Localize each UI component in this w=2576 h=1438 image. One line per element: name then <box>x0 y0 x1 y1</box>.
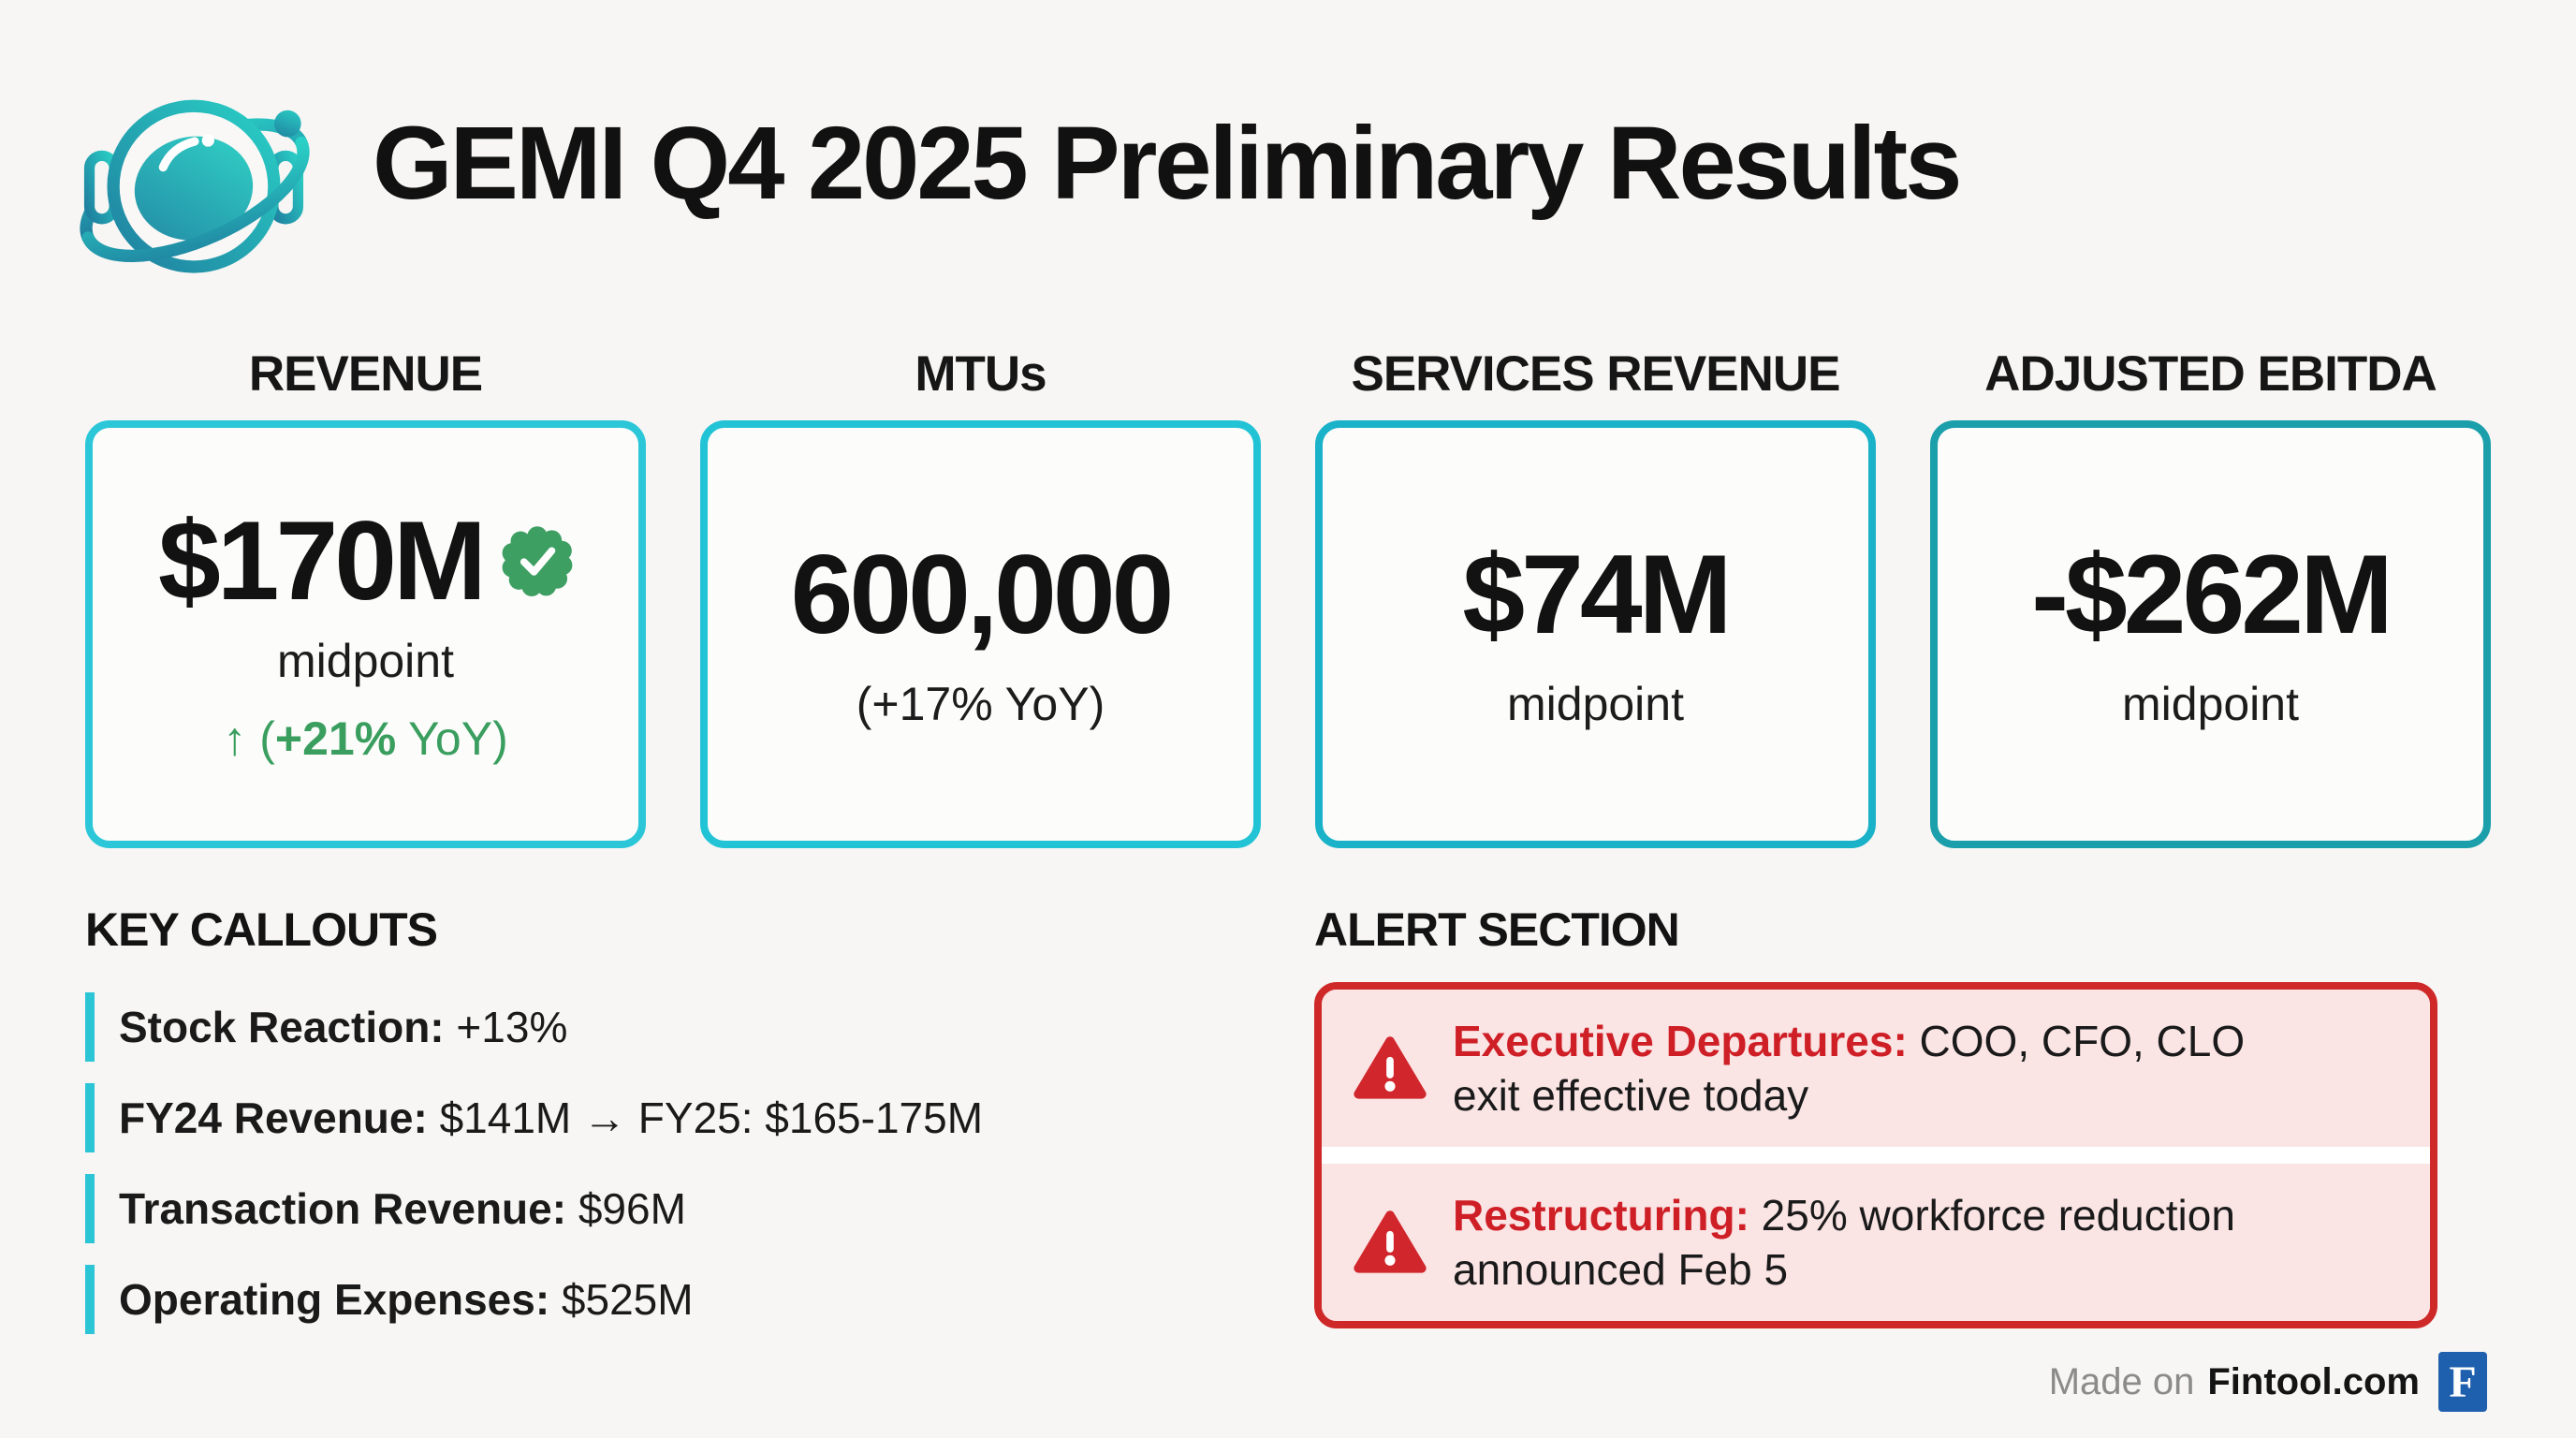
metric-value: $170M <box>158 497 487 624</box>
warning-triangle-icon <box>1354 1036 1427 1099</box>
callout-stock-reaction: Stock Reaction: +13% <box>85 992 1199 1062</box>
metric-label: SERVICES REVENUE <box>1351 346 1840 402</box>
callout-fy-revenue: FY24 Revenue: $141M → FY25: $165-175M <box>85 1083 1199 1152</box>
alert-title: Executive Departures: <box>1453 1017 1908 1065</box>
alert-divider <box>1322 1147 2430 1164</box>
callout-operating-expenses: Operating Expenses: $525M <box>85 1265 1199 1334</box>
metric-card-adjusted-ebitda: -$262M midpoint <box>1930 420 2491 848</box>
fintool-brand-link[interactable]: Fintool.com <box>2207 1360 2420 1402</box>
attribution-footer: Made on Fintool.com F <box>2049 1352 2487 1412</box>
metric-subtext: midpoint <box>277 634 454 687</box>
alert-body: COO, CFO, CLO exit effective today <box>1453 1017 2246 1120</box>
alert-restructuring: Restructuring: 25% workforce reduction a… <box>1322 1164 2430 1321</box>
alert-section: ALERT SECTION Executive Departures: COO,… <box>1314 904 2437 1328</box>
metric-card-mtus: 600,000 (+17% YoY) <box>700 420 1261 848</box>
verified-check-badge-icon <box>502 525 573 596</box>
metric-card-services-revenue: $74M midpoint <box>1315 420 1876 848</box>
alert-section-heading: ALERT SECTION <box>1314 903 1680 956</box>
metrics-row: REVENUE $170M midpoin <box>85 348 2491 848</box>
yoy-trend: ↑ (+21% YoY) <box>223 712 508 765</box>
gemi-planet-logo-icon <box>69 54 320 311</box>
metric-label: REVENUE <box>248 346 483 402</box>
metric-value: 600,000 <box>790 532 1175 657</box>
metric-value: $74M <box>1462 532 1732 657</box>
metric-subtext: midpoint <box>1507 678 1684 730</box>
metric-adjusted-ebitda: ADJUSTED EBITDA -$262M midpoint <box>1930 348 2491 848</box>
page-title: GEMI Q4 2025 Preliminary Results <box>373 106 1962 221</box>
made-on-label: Made on <box>2048 1360 2195 1402</box>
up-arrow-icon: ↑ <box>223 712 247 765</box>
metric-subtext: midpoint <box>2122 678 2299 730</box>
metric-revenue: REVENUE $170M midpoin <box>85 348 646 848</box>
key-callouts-section: KEY CALLOUTS Stock Reaction: +13% FY24 R… <box>85 904 1199 1356</box>
metric-label: ADJUSTED EBITDA <box>1984 346 2437 402</box>
metric-services-revenue: SERVICES REVENUE $74M midpoint <box>1315 348 1876 848</box>
warning-triangle-icon <box>1354 1211 1427 1273</box>
metric-label: MTUs <box>915 346 1046 402</box>
key-callouts-heading: KEY CALLOUTS <box>85 903 438 956</box>
alert-title: Restructuring: <box>1453 1191 1749 1240</box>
alert-box: Executive Departures: COO, CFO, CLO exit… <box>1314 982 2437 1328</box>
metric-card-revenue: $170M midpoint ↑ ( <box>85 420 646 848</box>
fintool-logo-icon: F <box>2438 1352 2487 1412</box>
metric-value: -$262M <box>2031 532 2393 657</box>
callout-transaction-revenue: Transaction Revenue: $96M <box>85 1174 1199 1243</box>
alert-executive-departures: Executive Departures: COO, CFO, CLO exit… <box>1322 990 2430 1147</box>
metric-mtus: MTUs 600,000 (+17% YoY) <box>700 348 1261 848</box>
metric-subtext: (+17% YoY) <box>856 678 1105 730</box>
alert-body: 25% workforce reduction announced Feb 5 <box>1453 1191 2235 1294</box>
